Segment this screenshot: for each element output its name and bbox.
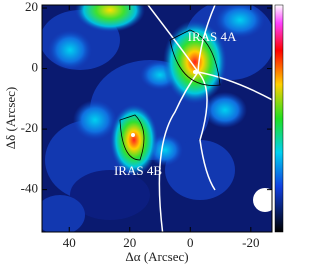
x-tick-label: 40 <box>63 235 76 250</box>
y-tick-label: 0 <box>32 60 39 75</box>
y-tick-label: 20 <box>25 0 38 14</box>
y-tick-label: -40 <box>21 181 38 196</box>
image <box>42 5 272 232</box>
figure: IRAS 4A IRAS 4B Δα (Arcsec) Δδ (Arcsec) … <box>3 0 284 264</box>
x-tick-label: -20 <box>242 235 259 250</box>
x-tick-label: 0 <box>187 235 194 250</box>
x-tick-label: 20 <box>123 235 136 250</box>
annotation: IRAS 4B <box>114 163 162 178</box>
y-axis-label: Δδ (Arcsec) <box>3 87 18 149</box>
x-axis-label: Δα (Arcsec) <box>125 249 188 264</box>
annotation: IRAS 4A <box>188 29 237 44</box>
colorbar <box>274 4 284 233</box>
y-tick-label: -20 <box>21 120 38 135</box>
plot-frame <box>41 4 273 233</box>
